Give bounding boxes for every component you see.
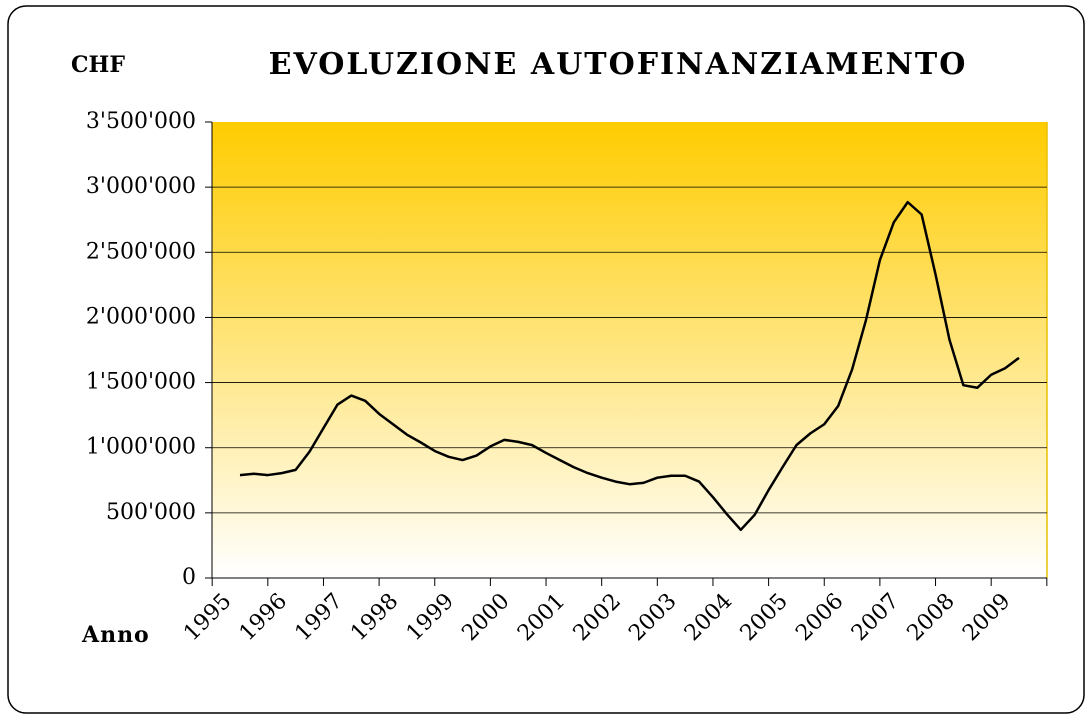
y-tick-label: 3'500'000: [86, 109, 196, 134]
y-tick-label: 3'000'000: [86, 174, 196, 199]
y-tick-label: 2'000'000: [86, 304, 196, 329]
x-axis-label: Anno: [81, 622, 150, 648]
y-tick-label: 1'500'000: [86, 370, 196, 395]
y-tick-label: 500'000: [106, 500, 196, 525]
y-axis-label: CHF: [71, 52, 125, 78]
y-tick-label: 1'000'000: [86, 435, 196, 460]
chart-title: EVOLUZIONE AUTOFINANZIAMENTO: [269, 47, 968, 82]
line-series: [239, 200, 1020, 532]
plot-area: [212, 122, 1047, 578]
y-tick-label: 2'500'000: [86, 239, 196, 264]
y-tick-label: 0: [182, 565, 196, 590]
